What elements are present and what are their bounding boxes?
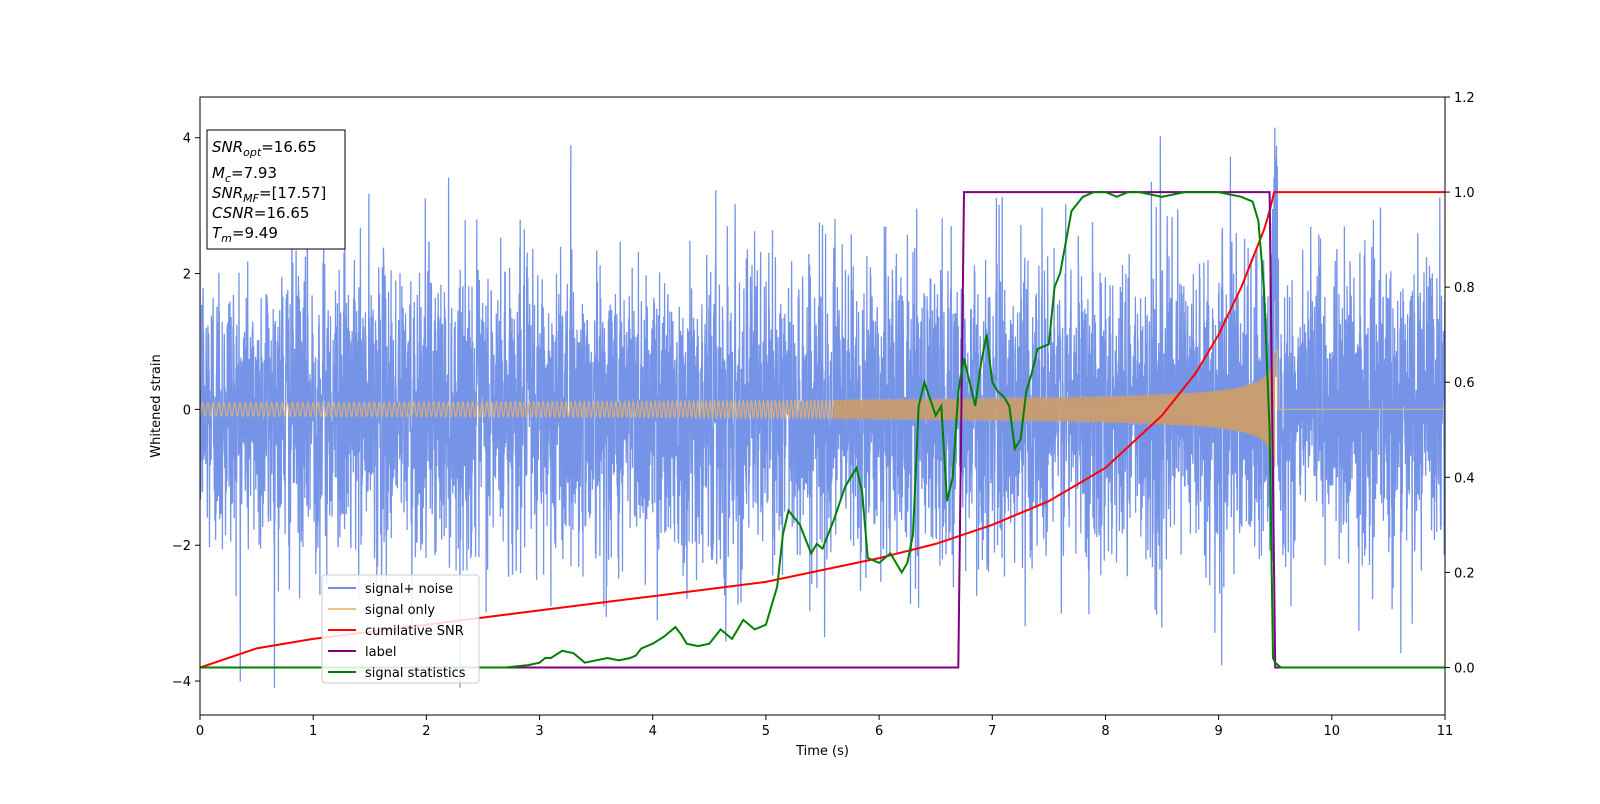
info-line: Tm=9.49 [212,224,278,245]
info-line-value: =7.93 [231,164,277,182]
info-line-name: SNR [212,184,243,202]
info-line-sub: MF [243,192,259,205]
info-line: Mc=7.93 [212,164,277,185]
series-signal-statistics-line [200,191,1445,669]
x-tick-label: 3 [535,724,543,739]
x-tick-label: 0 [196,724,204,739]
info-line-value: =[17.57] [259,184,326,202]
info-line-name: SNR [212,138,243,156]
y-tick-label: −2 [172,539,191,554]
x-tick-label: 10 [1324,724,1341,739]
series-signal-only-envelope [833,350,1276,469]
info-line-sub: opt [243,146,262,159]
x-tick-label: 4 [649,724,657,739]
y-tick-label: 4 [183,132,191,147]
y2-tick-label: 1.2 [1454,91,1475,106]
y-tick-label: 0 [183,403,191,418]
legend-label: cumilative SNR [365,624,464,639]
y-tick-label: 2 [183,268,191,283]
legend-label: label [365,645,396,660]
x-tick-label: 11 [1437,724,1454,739]
x-tick-label: 1 [309,724,317,739]
info-line-value: =16.65 [261,138,317,156]
y2-tick-label: 0.6 [1454,376,1475,391]
y2-tick-label: 1.0 [1454,186,1475,201]
info-line-name: T [212,224,223,242]
y-tick-label: −4 [172,675,191,690]
legend-label: signal only [365,603,435,618]
x-tick-label: 7 [988,724,996,739]
x-tick-label: 9 [1214,724,1222,739]
info-line-name: CSNR [212,204,254,222]
y2-tick-label: 0.2 [1454,566,1475,581]
info-line: CSNR=16.65 [212,204,309,222]
y2-tick-label: 0.0 [1454,661,1475,676]
x-tick-label: 5 [762,724,770,739]
legend-label: signal statistics [365,666,466,681]
info-line-value: =16.65 [254,204,310,222]
x-tick-label: 6 [875,724,883,739]
info-line-sub: m [221,232,232,245]
x-tick-label: 8 [1101,724,1109,739]
series-cumilative-snr-line [200,191,1445,669]
info-box [206,129,346,250]
info-line: SNRMF=[17.57] [212,184,326,205]
axes-frame [199,96,1446,716]
legend-label: signal+ noise [365,582,453,597]
info-line-sub: c [225,172,231,185]
info-line-name: M [212,164,225,182]
y-axis-title: Whitened strain [149,354,164,457]
info-line: SNRopt=16.65 [212,138,317,159]
legend-box [321,574,480,684]
x-axis-title: Time (s) [795,744,849,759]
y2-tick-label: 0.8 [1454,281,1475,296]
info-line-value: =9.49 [232,224,278,242]
x-tick-label: 2 [422,724,430,739]
y2-tick-label: 0.4 [1454,471,1475,486]
series-signal-plus-noise-line [200,127,1445,688]
